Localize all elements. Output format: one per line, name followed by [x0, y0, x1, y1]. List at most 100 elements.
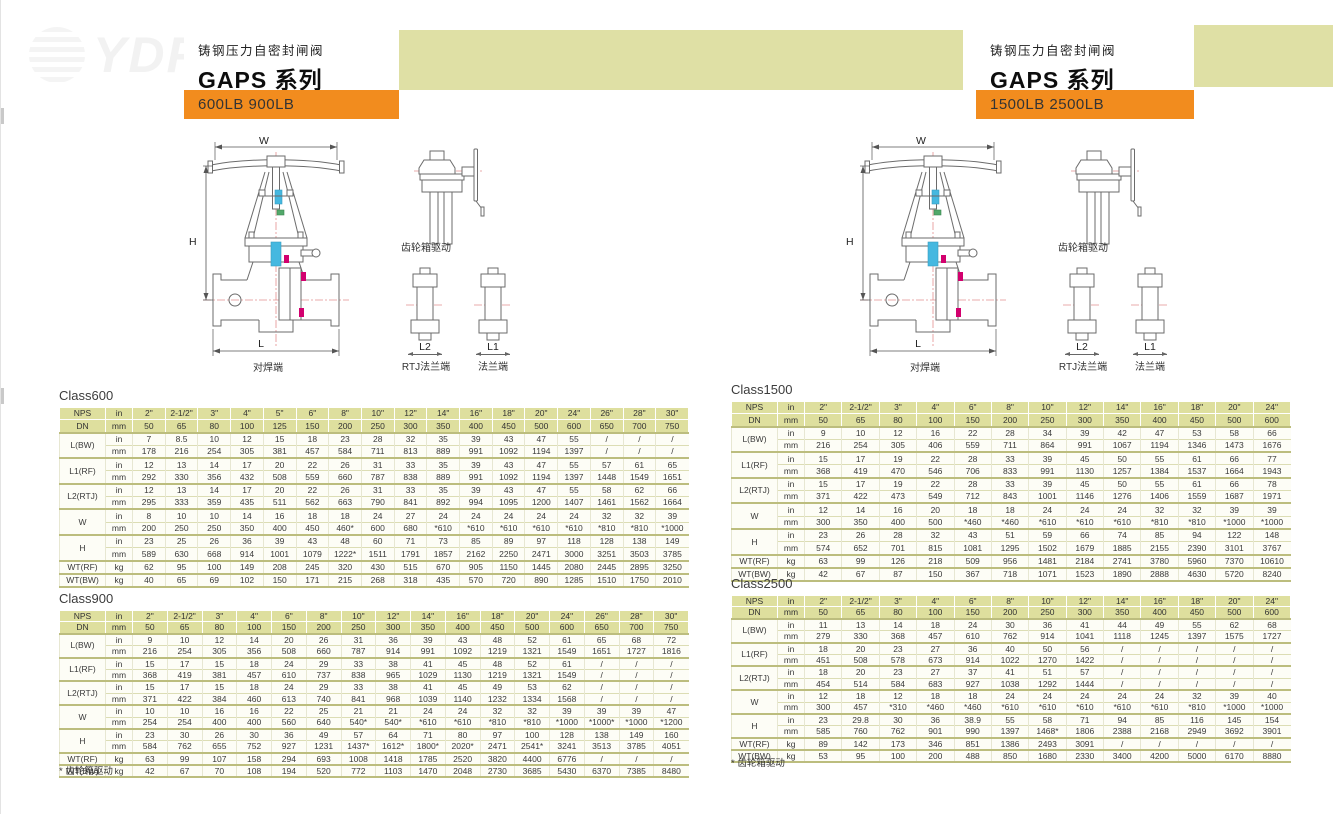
dim-l1-label: L1	[1144, 341, 1156, 353]
row-label: L1(RF)	[731, 641, 778, 667]
value-cell: 39	[262, 533, 297, 548]
value-cell: 32	[589, 508, 624, 523]
value-cell: 16	[916, 425, 954, 440]
row-label: H	[59, 727, 106, 753]
row-label: L(BW)	[59, 632, 106, 658]
value-cell: 14	[878, 617, 917, 631]
unit-cell: mm	[777, 464, 805, 478]
size-header-cell: 80	[197, 419, 232, 434]
unit-cell: mm	[105, 645, 133, 658]
value-cell: 2330	[1065, 749, 1104, 763]
size-header-cell: 450	[1177, 413, 1217, 428]
value-cell: 13	[164, 482, 198, 497]
value-cell: 36	[271, 727, 307, 741]
size-header-cell: 350	[410, 621, 446, 635]
size-header-cell: 8"	[328, 406, 362, 421]
value-cell: 39	[459, 457, 493, 471]
value-cell: 148	[1252, 527, 1291, 542]
value-cell: 31	[360, 457, 395, 471]
value-cell: 66	[1252, 425, 1291, 440]
value-cell: 24	[1140, 689, 1179, 703]
dim-w-label: W	[916, 135, 926, 147]
value-cell: 1081	[953, 541, 992, 555]
pressure-class-banner-left: 600LB 900LB	[184, 90, 399, 119]
row-label: WT(RF)	[731, 736, 778, 751]
value-cell: 94	[1177, 527, 1216, 542]
value-cell: 1537	[1177, 464, 1216, 478]
unit-cell: in	[105, 431, 133, 446]
gate-valve-drawing	[859, 141, 1007, 357]
unit-cell: kg	[777, 736, 805, 751]
value-cell: 1406	[1140, 490, 1179, 504]
size-header-cell: 10"	[1028, 400, 1067, 415]
value-cell: 20	[262, 457, 297, 471]
value-cell: 300	[803, 515, 842, 529]
size-header-cell: 300	[1065, 413, 1105, 428]
size-header-cell: 3"	[878, 594, 918, 608]
value-cell: 145	[1215, 712, 1253, 726]
size-header-cell: 24"	[1252, 594, 1291, 608]
value-cell: 3785	[618, 740, 654, 753]
value-cell: 43	[953, 527, 992, 542]
value-cell: 14	[236, 632, 272, 646]
header-label: NPS	[731, 400, 778, 415]
value-cell: 32	[1177, 689, 1216, 703]
value-cell: 400	[262, 521, 297, 535]
size-header-cell: 600	[1252, 413, 1291, 428]
size-header-cell: 6"	[271, 609, 307, 623]
value-cell: 1687	[1215, 490, 1253, 504]
value-cell: 150	[916, 566, 954, 582]
value-cell: 1092	[491, 470, 525, 484]
value-cell: 1971	[1252, 490, 1291, 504]
value-cell: 2250	[491, 547, 525, 561]
dim-h-label: H	[846, 236, 854, 248]
value-cell: 457	[841, 701, 880, 714]
header-band-right	[1194, 25, 1333, 87]
value-cell: 841	[340, 692, 376, 706]
class2500-table-container: NPS in 2" 2-1/2" 3" 4" 6" 8" 10" 12" 14" 16" 18" 20" 2…	[731, 594, 1291, 764]
value-cell: *610	[410, 716, 446, 729]
value-cell: 23	[132, 533, 166, 548]
size-header-cell: 3"	[197, 406, 232, 421]
size-header-cell: 600	[549, 621, 585, 635]
value-cell: 2010	[655, 572, 689, 588]
size-header-cell: 50	[132, 419, 166, 434]
value-cell: 61	[549, 656, 585, 670]
value-cell: 78	[1252, 476, 1291, 491]
value-cell: 60	[360, 533, 395, 548]
value-cell: *1000*	[583, 716, 619, 729]
value-cell: 50	[1102, 476, 1141, 491]
unit-label: in	[105, 609, 133, 623]
value-cell: 1292	[1028, 677, 1067, 691]
size-header-cell: 80	[201, 621, 238, 635]
value-cell: /	[1177, 736, 1216, 751]
value-cell: 7385	[618, 764, 654, 778]
value-cell: 18	[990, 502, 1029, 517]
value-cell: 762	[990, 630, 1029, 643]
row-label: W	[731, 689, 778, 714]
value-cell: 25	[164, 533, 198, 548]
value-cell: /	[1252, 736, 1291, 751]
size-header-cell: 150	[953, 606, 992, 620]
unit-cell: kg	[105, 764, 133, 778]
value-cell: 330	[841, 630, 880, 643]
value-cell: 28	[878, 527, 917, 542]
value-cell: 833	[990, 464, 1029, 478]
value-cell: 1549	[549, 645, 585, 658]
value-cell: 42	[1102, 425, 1141, 440]
value-cell: 1502	[1028, 541, 1067, 555]
value-cell: *1000	[1252, 515, 1291, 529]
row-label: L(BW)	[731, 425, 778, 453]
value-cell: 39	[459, 431, 493, 446]
value-cell: 18	[328, 508, 362, 523]
value-cell: 991	[459, 444, 493, 459]
value-cell: 15	[132, 656, 168, 670]
value-cell: 18	[236, 656, 272, 670]
size-header-cell: 16"	[1140, 594, 1179, 608]
value-cell: 20	[841, 665, 880, 679]
table-title: Class600	[59, 388, 114, 403]
value-cell: 851	[953, 736, 992, 751]
value-cell: *810	[589, 521, 624, 535]
value-cell: 1816	[653, 645, 689, 658]
value-cell: 838	[393, 470, 427, 484]
